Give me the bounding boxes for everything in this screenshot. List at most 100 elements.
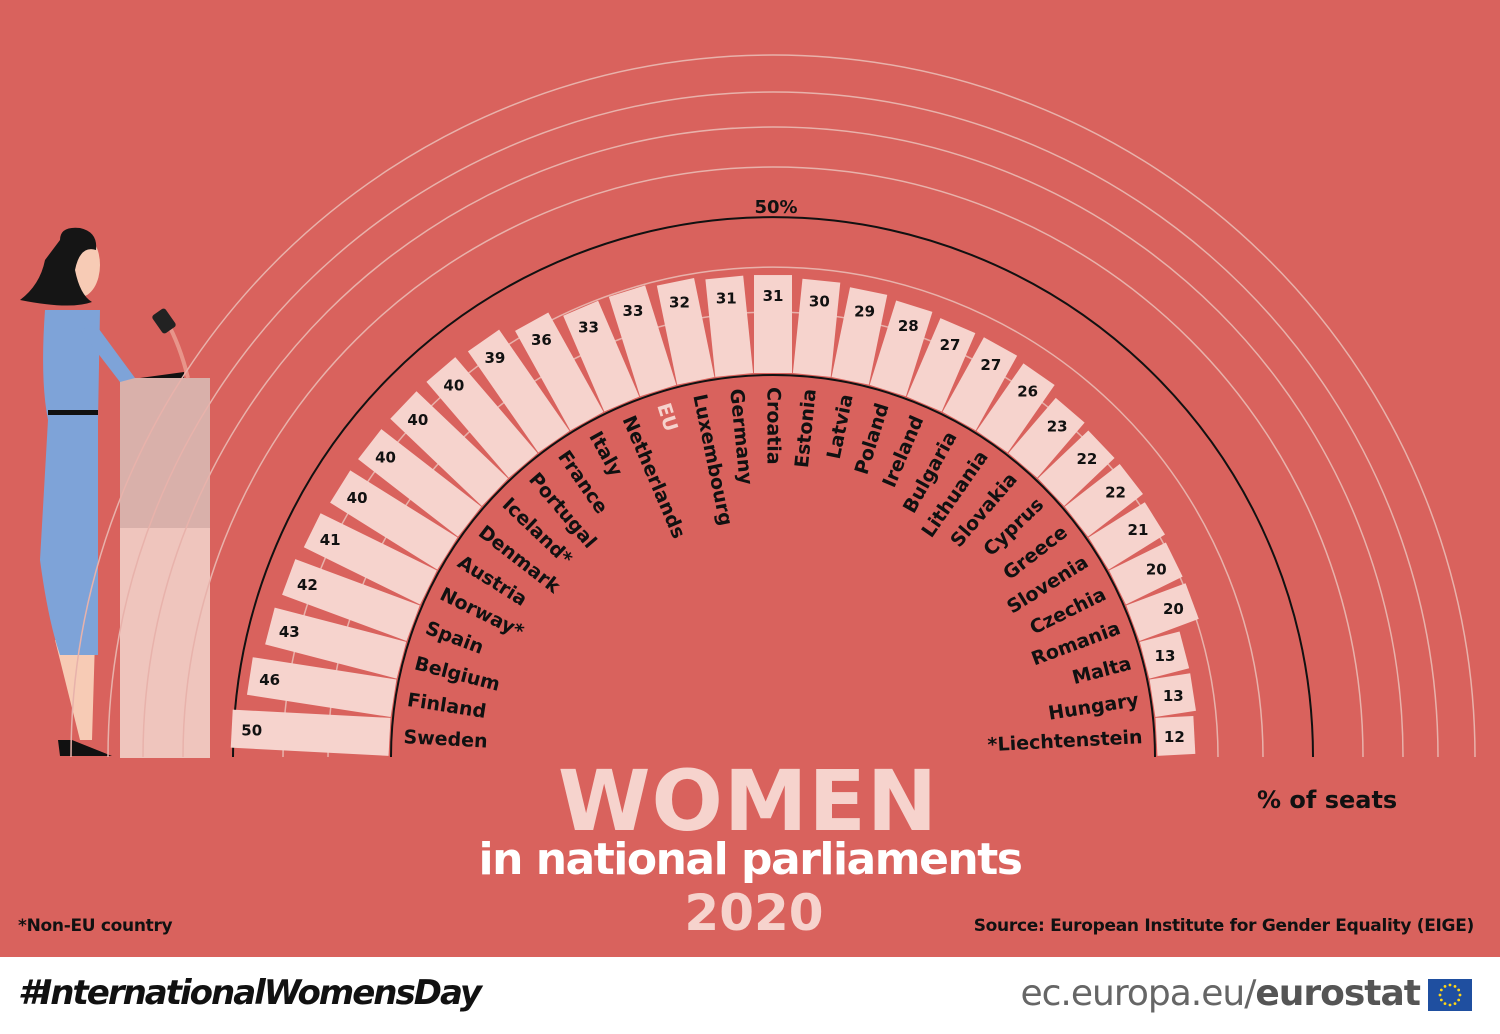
value-label: 23 <box>1047 417 1068 435</box>
site-link[interactable]: ec.europa.eu/eurostat <box>1020 973 1421 1014</box>
hashtag: #InternationalWomensDay <box>18 973 482 1013</box>
bar-group <box>608 285 677 397</box>
bar-group <box>1109 542 1183 605</box>
value-label: 26 <box>1017 383 1038 401</box>
bar <box>1008 397 1085 478</box>
bar-group <box>705 275 754 377</box>
bar <box>906 318 976 412</box>
bar <box>754 275 792 373</box>
value-label: 31 <box>716 289 737 307</box>
value-label: 42 <box>297 576 318 594</box>
category-label: Italy <box>584 428 627 481</box>
category-label: Estonia <box>791 388 821 469</box>
category-label: Latvia <box>823 392 858 461</box>
site-brand: eurostat <box>1255 973 1421 1014</box>
bar-group <box>467 329 570 453</box>
bar-group <box>656 277 715 385</box>
grid-ring <box>70 54 1476 758</box>
bar <box>976 363 1055 453</box>
bar-group <box>1088 502 1165 570</box>
value-label: 22 <box>1105 483 1126 501</box>
bar <box>265 607 407 679</box>
value-label: 33 <box>578 319 599 337</box>
value-label: 12 <box>1164 728 1185 746</box>
grid-ring <box>282 266 1264 758</box>
bar-group <box>1155 715 1196 756</box>
value-label: 13 <box>1163 687 1184 705</box>
bar-group <box>942 337 1018 431</box>
reference-arc-50 <box>232 216 1314 758</box>
bar-group <box>792 278 841 377</box>
bar <box>358 429 482 537</box>
bar-group <box>1126 583 1199 641</box>
footnote: *Non-EU country <box>18 916 173 936</box>
bar <box>390 391 509 506</box>
bar-group <box>303 513 437 605</box>
bar <box>330 470 458 570</box>
value-label: 40 <box>443 377 464 395</box>
value-label: 32 <box>669 293 690 311</box>
bar <box>1139 631 1190 679</box>
eu-flag-icon <box>1428 979 1472 1011</box>
site-prefix: ec.europa.eu/ <box>1020 973 1256 1014</box>
bar-group <box>282 559 420 641</box>
bar <box>1109 542 1183 605</box>
category-label: Netherlands <box>618 412 690 541</box>
bar-group <box>1139 631 1190 679</box>
bar-group <box>906 318 976 412</box>
category-label: Malta <box>1070 653 1134 689</box>
radial-bar-chart: 50%50 Sweden46Finland43Belgium42Spain41No… <box>20 54 1476 758</box>
baseline-arc <box>390 374 1156 758</box>
bar-group <box>1149 673 1196 718</box>
bar <box>792 278 841 377</box>
value-label: 29 <box>854 303 875 321</box>
bar-group <box>426 357 538 478</box>
value-label: 20 <box>1163 600 1184 618</box>
category-label: Spain <box>423 617 487 659</box>
bar <box>869 300 933 397</box>
bar-group <box>754 275 792 373</box>
value-label: 13 <box>1155 647 1176 665</box>
bar-group <box>330 470 458 570</box>
bar <box>230 709 391 756</box>
category-label: Sweden <box>403 726 488 752</box>
infographic: 50% 50 Sweden 46 Finland 43 Belgium 42 Spain 41 No… <box>0 0 1500 957</box>
footer: #InternationalWomensDay ec.europa.eu/eur… <box>0 957 1500 1034</box>
bar-group <box>831 287 888 385</box>
bar <box>656 277 715 385</box>
value-label: 28 <box>898 317 919 335</box>
grid-ring <box>142 126 1404 758</box>
value-label: 27 <box>980 356 1001 374</box>
bar <box>608 285 677 397</box>
bar <box>831 287 888 385</box>
bar <box>705 275 754 377</box>
title-main: WOMEN <box>557 752 939 850</box>
bar-group <box>1008 397 1085 478</box>
speaker-illustration <box>20 227 210 758</box>
bar <box>467 329 570 453</box>
bar-group <box>246 657 397 718</box>
bar <box>515 312 604 431</box>
grid-ring <box>182 166 1364 758</box>
bar-group <box>515 312 604 431</box>
bar-group <box>390 391 509 506</box>
bar-group <box>563 300 640 412</box>
category-label: Hungary <box>1047 689 1141 725</box>
bar <box>246 657 397 718</box>
value-label: 31 <box>763 287 784 305</box>
bar <box>942 337 1018 431</box>
reference-label: 50% <box>754 197 797 218</box>
bar-group <box>230 709 391 756</box>
category-label: Germany <box>725 388 757 487</box>
bar <box>303 513 437 605</box>
bar <box>1037 430 1115 506</box>
bar <box>563 300 640 412</box>
bar-group <box>265 607 407 679</box>
value-label: 41 <box>320 531 341 549</box>
value-label: 40 <box>407 411 428 429</box>
bar <box>1126 583 1199 641</box>
grid-ring <box>107 91 1439 758</box>
category-label: Finland <box>406 689 488 723</box>
bar-group <box>869 300 933 397</box>
value-label: 33 <box>623 302 644 320</box>
